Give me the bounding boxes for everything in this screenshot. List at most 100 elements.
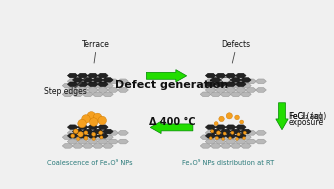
Polygon shape bbox=[240, 144, 251, 148]
Polygon shape bbox=[103, 135, 113, 139]
Polygon shape bbox=[225, 79, 236, 84]
Polygon shape bbox=[67, 134, 78, 138]
Polygon shape bbox=[256, 88, 266, 92]
Polygon shape bbox=[210, 144, 221, 148]
Polygon shape bbox=[220, 129, 231, 134]
Polygon shape bbox=[88, 131, 98, 135]
Circle shape bbox=[84, 131, 88, 135]
Polygon shape bbox=[240, 78, 251, 82]
Polygon shape bbox=[240, 83, 251, 88]
Circle shape bbox=[76, 137, 80, 140]
Polygon shape bbox=[200, 144, 211, 148]
Polygon shape bbox=[67, 73, 78, 78]
Polygon shape bbox=[98, 134, 108, 138]
Polygon shape bbox=[215, 139, 226, 144]
Polygon shape bbox=[235, 73, 246, 78]
Circle shape bbox=[231, 131, 234, 134]
Polygon shape bbox=[210, 83, 221, 88]
Text: FeCl₂ (aq): FeCl₂ (aq) bbox=[289, 112, 326, 121]
Polygon shape bbox=[230, 78, 241, 82]
Polygon shape bbox=[118, 131, 128, 135]
Polygon shape bbox=[256, 139, 266, 144]
Polygon shape bbox=[67, 125, 78, 129]
Text: FeₓO⁹ NPs distribution at RT: FeₓO⁹ NPs distribution at RT bbox=[182, 160, 274, 166]
Circle shape bbox=[78, 132, 83, 137]
Circle shape bbox=[214, 122, 218, 125]
Polygon shape bbox=[220, 135, 231, 139]
Polygon shape bbox=[220, 78, 231, 82]
Polygon shape bbox=[225, 88, 236, 92]
Polygon shape bbox=[240, 129, 251, 134]
Polygon shape bbox=[215, 88, 226, 92]
Text: Step edges: Step edges bbox=[44, 87, 87, 96]
Polygon shape bbox=[72, 129, 83, 134]
Polygon shape bbox=[118, 79, 128, 84]
Polygon shape bbox=[108, 88, 118, 92]
Circle shape bbox=[211, 130, 214, 133]
Polygon shape bbox=[98, 88, 108, 92]
Polygon shape bbox=[225, 131, 236, 135]
Polygon shape bbox=[88, 139, 98, 144]
Circle shape bbox=[100, 136, 103, 139]
Circle shape bbox=[93, 113, 102, 122]
Polygon shape bbox=[118, 139, 128, 144]
Polygon shape bbox=[205, 79, 216, 84]
Circle shape bbox=[226, 113, 232, 119]
Circle shape bbox=[92, 132, 96, 136]
Polygon shape bbox=[77, 88, 88, 92]
Polygon shape bbox=[118, 88, 128, 92]
Circle shape bbox=[223, 132, 226, 135]
Polygon shape bbox=[72, 92, 83, 97]
Polygon shape bbox=[98, 79, 108, 84]
Polygon shape bbox=[93, 144, 103, 148]
Polygon shape bbox=[235, 125, 246, 129]
Polygon shape bbox=[230, 144, 241, 148]
Polygon shape bbox=[77, 73, 88, 78]
Circle shape bbox=[219, 116, 224, 122]
Polygon shape bbox=[93, 78, 103, 82]
Polygon shape bbox=[93, 83, 103, 88]
Text: Coalescence of FeₓO⁹ NPs: Coalescence of FeₓO⁹ NPs bbox=[47, 160, 133, 166]
Text: Δ 400 °C: Δ 400 °C bbox=[149, 117, 195, 127]
Polygon shape bbox=[108, 131, 118, 135]
Polygon shape bbox=[98, 139, 108, 144]
Polygon shape bbox=[205, 134, 216, 138]
Polygon shape bbox=[67, 82, 78, 87]
Polygon shape bbox=[230, 83, 241, 88]
Polygon shape bbox=[256, 131, 266, 135]
Polygon shape bbox=[82, 78, 93, 82]
Circle shape bbox=[222, 138, 224, 140]
Polygon shape bbox=[220, 83, 231, 88]
Polygon shape bbox=[230, 135, 241, 139]
Polygon shape bbox=[200, 83, 211, 88]
Circle shape bbox=[81, 115, 90, 123]
Polygon shape bbox=[82, 135, 93, 139]
Polygon shape bbox=[108, 79, 118, 84]
Polygon shape bbox=[72, 78, 83, 82]
Polygon shape bbox=[77, 139, 88, 144]
Polygon shape bbox=[230, 92, 241, 97]
Polygon shape bbox=[82, 83, 93, 88]
Polygon shape bbox=[67, 139, 78, 144]
Polygon shape bbox=[230, 129, 241, 134]
Polygon shape bbox=[98, 125, 108, 129]
Polygon shape bbox=[88, 134, 98, 138]
Circle shape bbox=[90, 118, 98, 126]
Polygon shape bbox=[245, 79, 256, 84]
Circle shape bbox=[240, 120, 243, 124]
Polygon shape bbox=[77, 79, 88, 84]
Text: Defect generation: Defect generation bbox=[115, 80, 228, 90]
Polygon shape bbox=[225, 82, 236, 87]
Polygon shape bbox=[205, 139, 216, 144]
Polygon shape bbox=[240, 135, 251, 139]
Polygon shape bbox=[72, 144, 83, 148]
Polygon shape bbox=[225, 125, 236, 129]
Polygon shape bbox=[77, 82, 88, 87]
FancyArrow shape bbox=[146, 70, 187, 82]
Polygon shape bbox=[98, 73, 108, 78]
Polygon shape bbox=[72, 135, 83, 139]
Polygon shape bbox=[62, 83, 73, 88]
Circle shape bbox=[99, 131, 103, 135]
Polygon shape bbox=[235, 134, 246, 138]
FancyArrow shape bbox=[276, 103, 288, 130]
